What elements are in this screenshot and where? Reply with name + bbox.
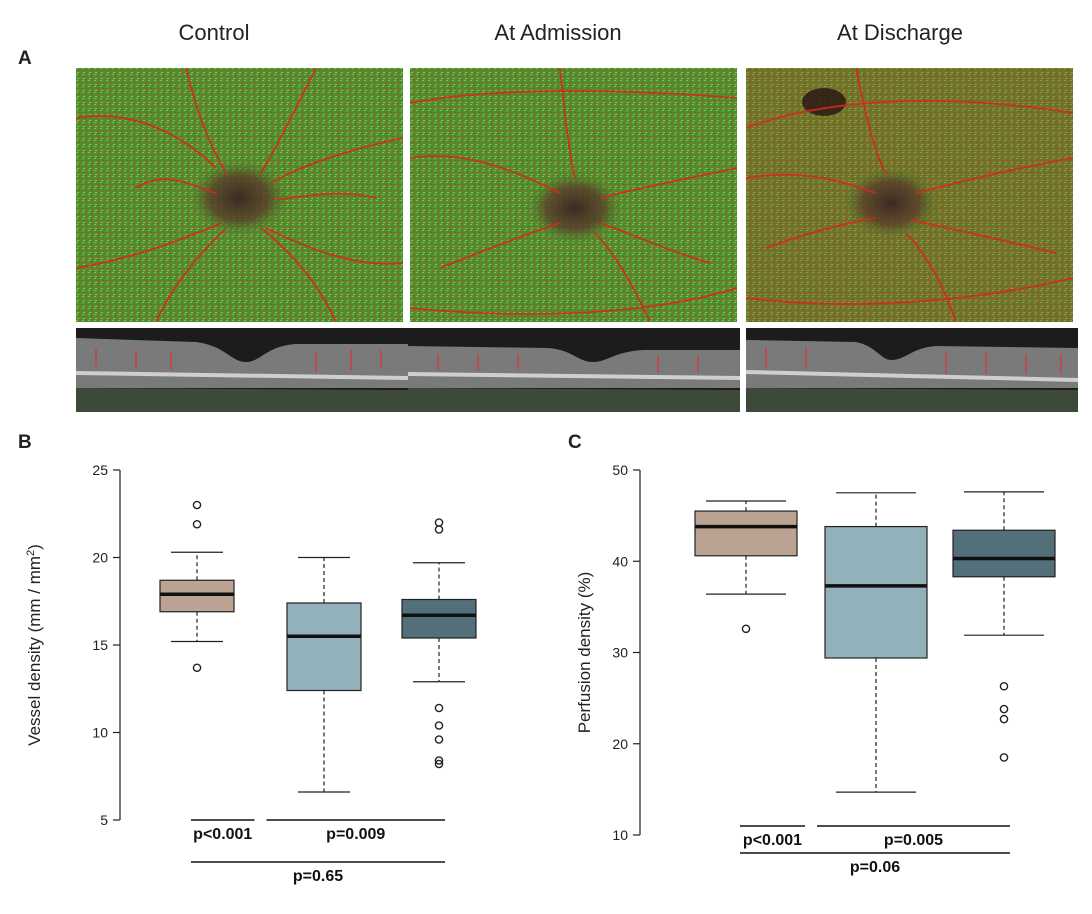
- y-tick-label: 40: [612, 553, 628, 569]
- box-iqr: [952, 529, 1056, 578]
- outlier-point: [434, 525, 444, 534]
- column-title-discharge: At Discharge: [837, 20, 963, 45]
- y-tick-label: 15: [92, 637, 108, 653]
- panel-label-a: A: [18, 48, 32, 69]
- outlier-point: [434, 756, 444, 765]
- box-series-2: [401, 518, 477, 769]
- comparison-label: p<0.001: [193, 826, 252, 843]
- y-tick-label: 5: [100, 812, 108, 828]
- y-tick-label: 30: [612, 645, 628, 661]
- box-iqr: [286, 602, 362, 692]
- box-series-0: [694, 500, 798, 634]
- box-series-1: [286, 556, 362, 793]
- y-axis-label: Vessel density (mm / mm2): [25, 544, 44, 746]
- oct-bscan-admission: [408, 328, 740, 412]
- outlier-point: [999, 681, 1009, 691]
- y-tick-label: 20: [92, 550, 108, 566]
- box-series-2: [952, 491, 1056, 762]
- box-iqr: [694, 510, 798, 557]
- box-iqr: [824, 525, 928, 659]
- y-tick-label: 50: [612, 462, 628, 478]
- outlier-point: [192, 663, 202, 673]
- y-tick-label: 20: [612, 736, 628, 752]
- y-tick-label: 10: [92, 725, 108, 741]
- panel-label-b: B: [18, 432, 32, 453]
- outlier-point: [999, 753, 1009, 762]
- outlier-point: [434, 703, 444, 713]
- octa-image-control: [76, 68, 403, 322]
- outlier-point: [434, 759, 444, 769]
- y-tick-label: 10: [612, 827, 628, 843]
- box-series-1: [824, 492, 928, 793]
- octa-image-discharge: [746, 68, 1073, 322]
- oct-bscan-discharge: [746, 328, 1078, 412]
- oct-bscan-control: [76, 328, 408, 412]
- y-tick-label: 25: [92, 462, 108, 478]
- column-title-control: Control: [178, 20, 250, 45]
- outlier-point: [741, 624, 751, 634]
- comparison-label: p=0.06: [850, 859, 900, 876]
- panel-label-c: C: [568, 432, 582, 453]
- comparison-label: p=0.005: [884, 832, 943, 849]
- comparison-label: p=0.009: [326, 826, 385, 843]
- boxplot-perfusion-density: 10 20 30 40 50 Perfusion density (%) p<0.001 p=…: [575, 462, 1056, 876]
- comparison-label: p<0.001: [743, 832, 802, 849]
- column-title-admission: At Admission: [494, 20, 622, 45]
- y-axis-label: Perfusion density (%): [575, 572, 594, 734]
- box-iqr: [401, 598, 477, 639]
- outlier-point: [434, 721, 444, 730]
- outlier-point: [999, 704, 1009, 714]
- outlier-point: [434, 518, 444, 527]
- outlier-point: [192, 500, 202, 510]
- outlier-point: [999, 714, 1009, 724]
- outlier-point: [434, 735, 444, 744]
- comparison-label: p=0.65: [293, 868, 343, 885]
- boxplot-vessel-density: 5 10 15 20 25 Vessel density (mm / mm2) p<0.00…: [25, 462, 477, 885]
- outlier-point: [192, 519, 202, 529]
- octa-image-admission: [410, 68, 737, 322]
- box-series-0: [159, 500, 235, 673]
